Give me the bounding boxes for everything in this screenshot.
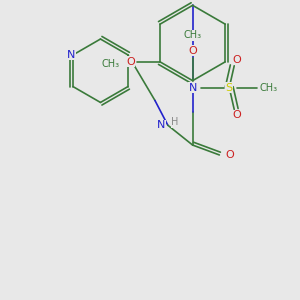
Text: S: S bbox=[226, 82, 233, 93]
Text: CH₃: CH₃ bbox=[260, 82, 278, 93]
Text: N: N bbox=[157, 120, 165, 130]
Text: H: H bbox=[171, 117, 178, 127]
Text: CH₃: CH₃ bbox=[101, 59, 119, 69]
Text: CH₃: CH₃ bbox=[184, 30, 202, 40]
Text: O: O bbox=[225, 150, 234, 160]
Text: N: N bbox=[67, 50, 75, 60]
Text: O: O bbox=[126, 57, 135, 67]
Text: O: O bbox=[188, 46, 197, 56]
Text: O: O bbox=[233, 55, 242, 65]
Text: O: O bbox=[233, 110, 242, 120]
Text: N: N bbox=[188, 82, 197, 93]
